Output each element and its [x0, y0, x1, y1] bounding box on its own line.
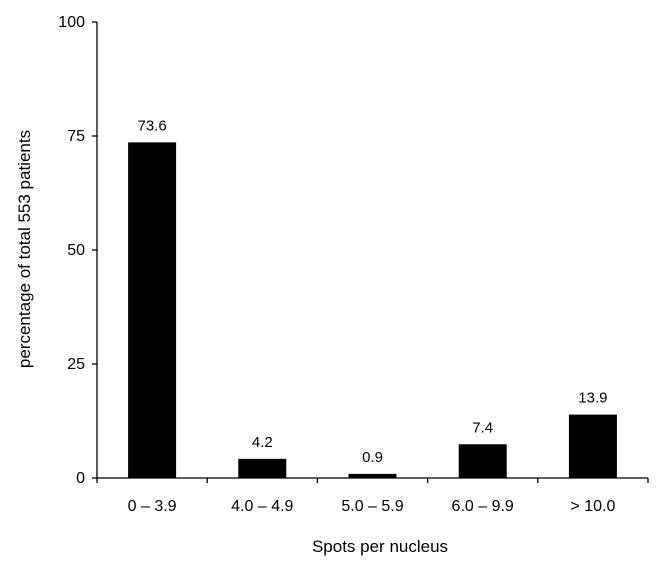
x-tick-label: 5.0 – 5.9 — [341, 498, 403, 515]
x-tick-label: 6.0 – 9.9 — [452, 498, 514, 515]
bar-data-label: 7.4 — [472, 419, 493, 436]
bar — [348, 473, 397, 478]
x-tick-label: > 10.0 — [570, 498, 615, 515]
bar-data-label: 73.6 — [137, 117, 166, 134]
y-tick-label: 0 — [76, 470, 85, 487]
y-tick-label: 75 — [67, 128, 85, 145]
bar — [238, 458, 287, 478]
y-tick-label: 25 — [67, 356, 85, 373]
y-tick-label: 50 — [67, 242, 85, 259]
bar-data-label: 4.2 — [252, 434, 273, 451]
x-tick-label: 4.0 – 4.9 — [231, 498, 293, 515]
y-tick-label: 100 — [58, 14, 85, 31]
bar-data-label: 0.9 — [362, 449, 383, 466]
bar — [568, 414, 617, 478]
x-axis-title: Spots per nucleus — [312, 537, 448, 556]
bar — [128, 142, 177, 478]
plot-area: 0 25 50 75 100 73.6 0 – 3.9 4.2 4.0 – 4.9 0.9 5.0 … — [58, 14, 649, 515]
bar-data-label: 13.9 — [578, 390, 607, 407]
x-tick-label: 0 – 3.9 — [128, 498, 177, 515]
y-axis-title: percentage of total 553 patients — [15, 130, 34, 368]
bar — [458, 444, 507, 478]
